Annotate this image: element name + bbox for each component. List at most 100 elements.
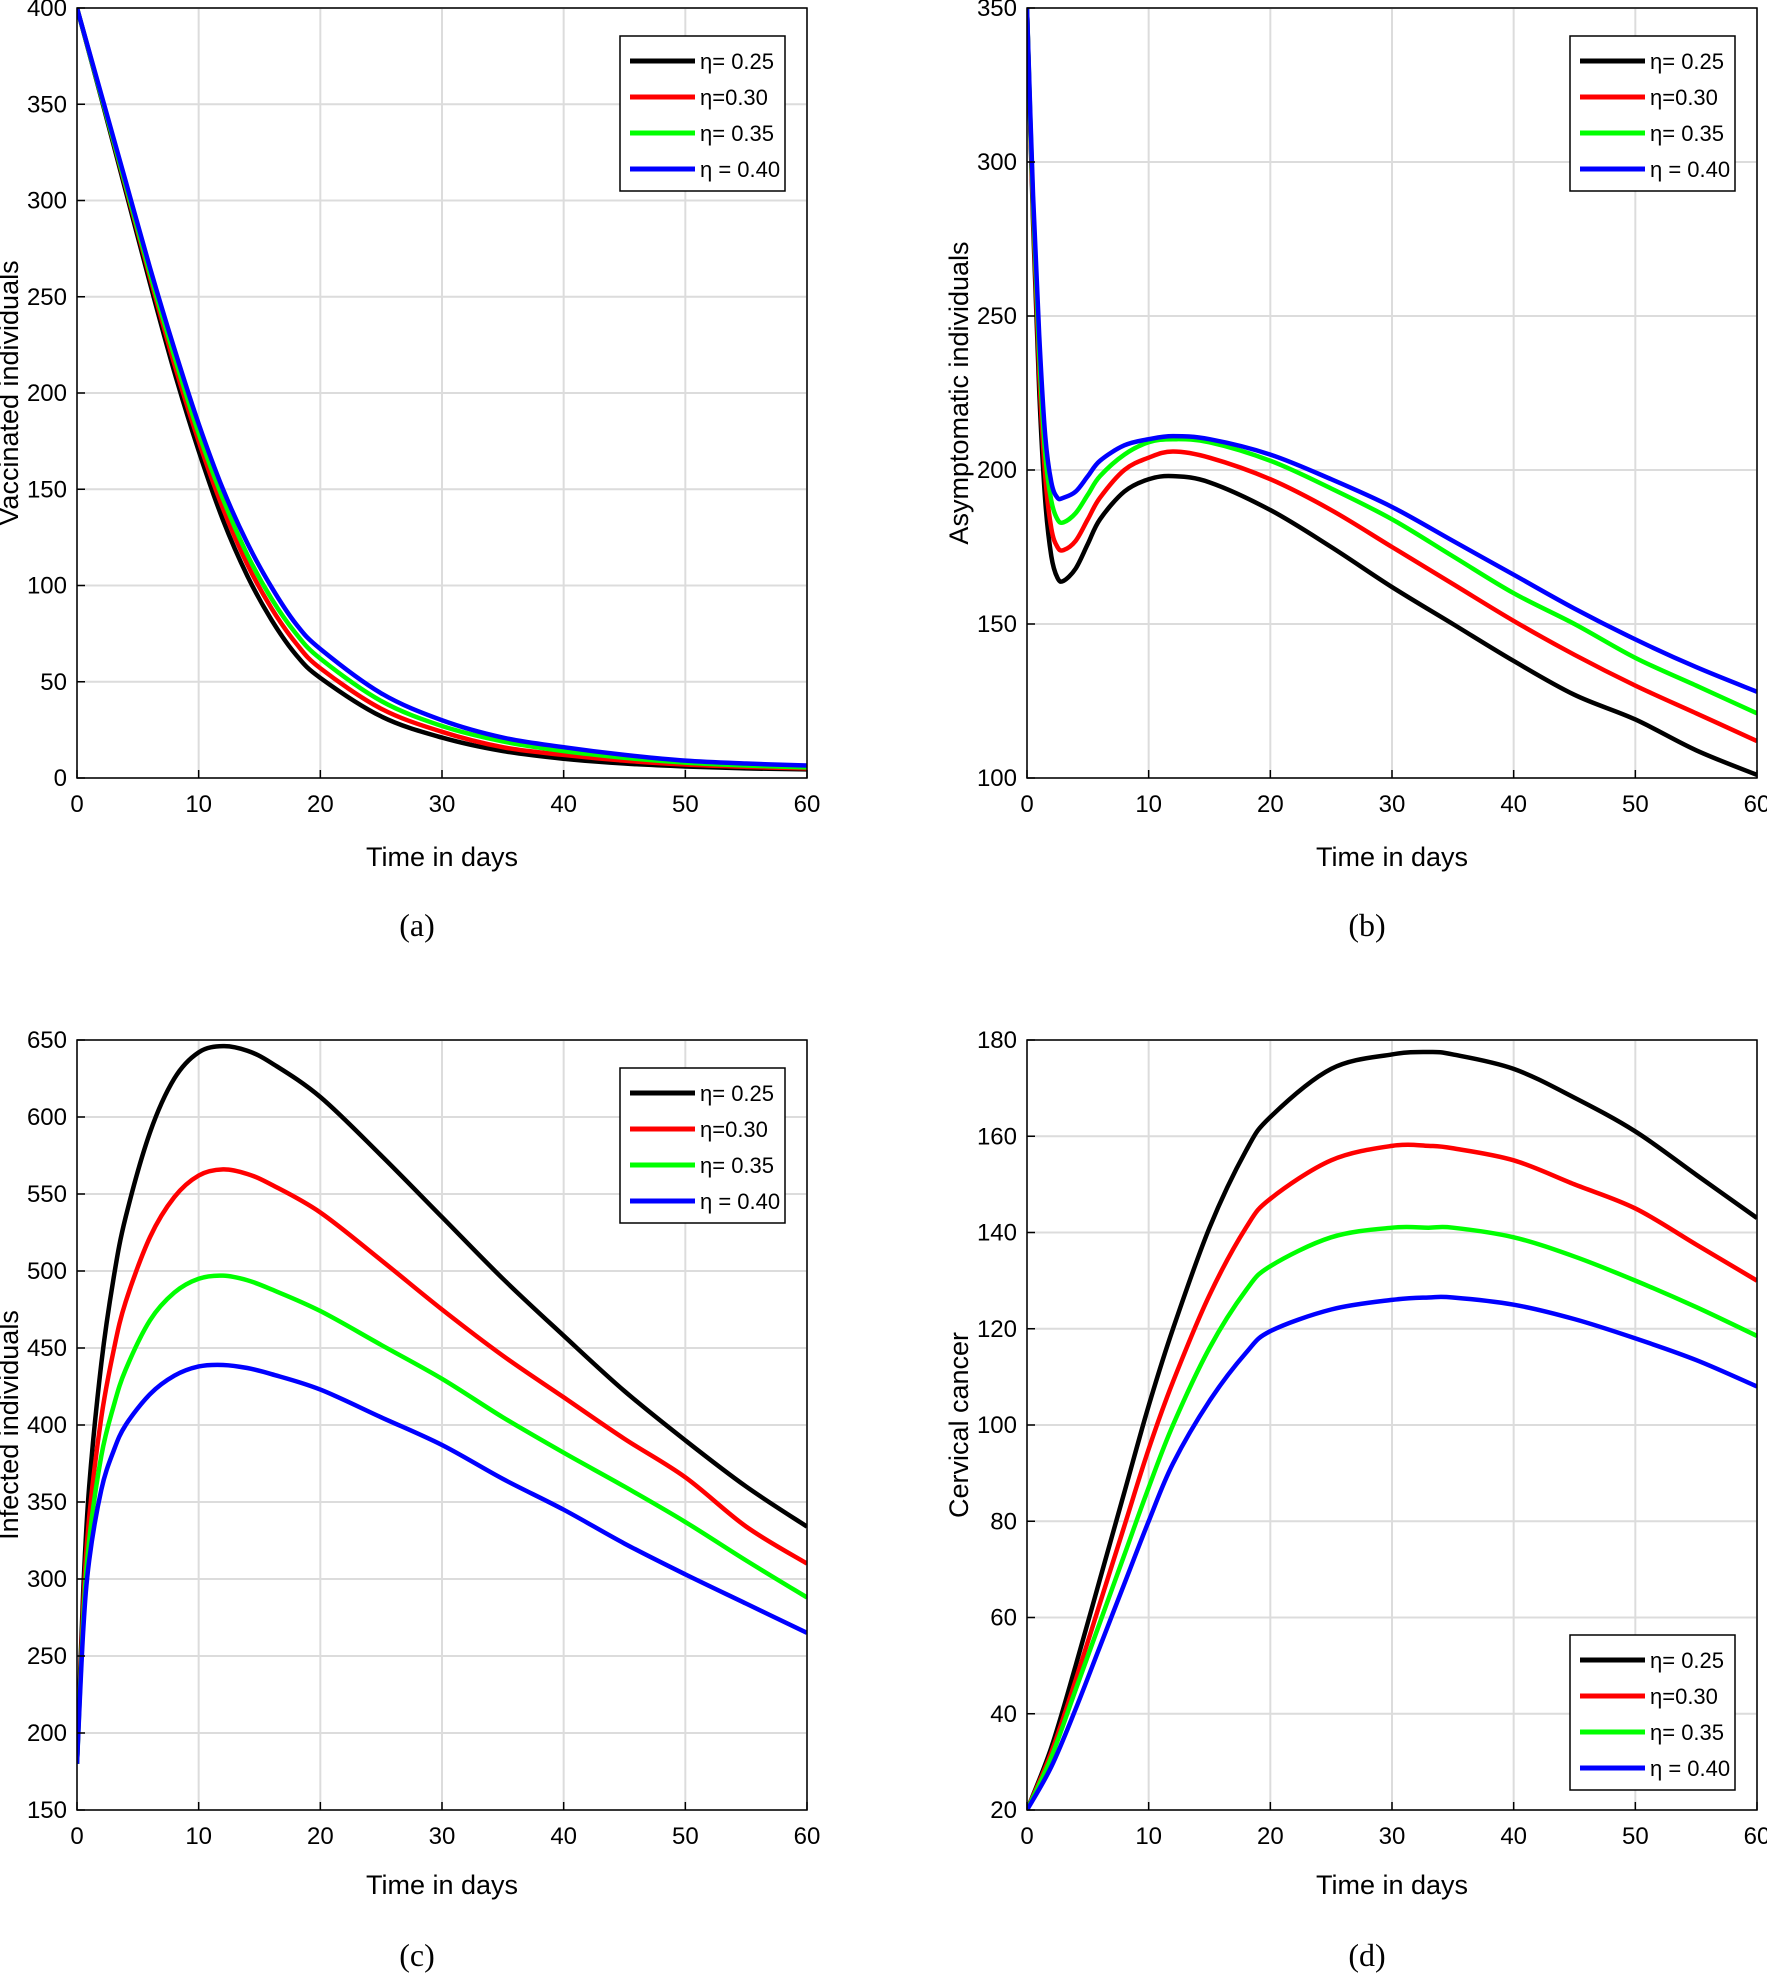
x-tick-label: 30 bbox=[1379, 1823, 1406, 1850]
x-tick-label: 10 bbox=[1135, 791, 1162, 818]
y-tick-label: 150 bbox=[27, 1797, 67, 1824]
y-tick-label: 150 bbox=[27, 476, 67, 503]
legend-label: η= 0.35 bbox=[1650, 1720, 1724, 1745]
legend-label: η=0.30 bbox=[700, 85, 768, 110]
x-tick-label: 50 bbox=[672, 791, 699, 818]
y-tick-label: 20 bbox=[990, 1797, 1017, 1824]
y-tick-label: 500 bbox=[27, 1258, 67, 1285]
x-tick-label: 50 bbox=[672, 1823, 699, 1850]
legend-label: η = 0.40 bbox=[1650, 157, 1730, 182]
y-tick-label: 50 bbox=[40, 669, 67, 696]
legend-label: η= 0.35 bbox=[700, 1153, 774, 1178]
y-tick-label: 600 bbox=[27, 1104, 67, 1131]
panel-d-caption: (d) bbox=[1348, 1937, 1385, 1973]
panel-c-xlabel: Time in days bbox=[366, 1870, 518, 1900]
y-tick-label: 140 bbox=[977, 1220, 1017, 1247]
series-lines bbox=[1027, 1049, 1757, 1810]
y-tick-label: 300 bbox=[977, 149, 1017, 176]
y-tick-label: 300 bbox=[27, 1566, 67, 1593]
y-tick-label: 650 bbox=[27, 1027, 67, 1054]
legend-label: η=0.30 bbox=[1650, 1684, 1718, 1709]
series-line-2 bbox=[77, 1167, 807, 1764]
x-tick-label: 60 bbox=[1744, 1823, 1767, 1850]
x-tick-label: 50 bbox=[1622, 791, 1649, 818]
y-tick-label: 100 bbox=[977, 765, 1017, 792]
x-tick-label: 20 bbox=[1257, 791, 1284, 818]
series-lines bbox=[77, 8, 807, 772]
series-line-4 bbox=[1027, 8, 1757, 694]
y-tick-label: 180 bbox=[977, 1027, 1017, 1054]
y-tick-label: 160 bbox=[977, 1123, 1017, 1150]
legend-label: η= 0.35 bbox=[700, 121, 774, 146]
x-tick-label: 60 bbox=[1744, 791, 1767, 818]
series-line-3 bbox=[1027, 1224, 1757, 1810]
legend-label: η = 0.40 bbox=[700, 1189, 780, 1214]
series-lines bbox=[1027, 8, 1757, 778]
panel-c: 0 10 20 30 40 50 60 150 200 250 300 350 400 450 500 550… bbox=[0, 1027, 820, 1973]
x-tick-label: 40 bbox=[1500, 791, 1527, 818]
x-tick-label: 0 bbox=[1020, 1823, 1033, 1850]
legend-label: η = 0.40 bbox=[1650, 1756, 1730, 1781]
x-tick-label: 40 bbox=[550, 1823, 577, 1850]
y-tick-label: 120 bbox=[977, 1316, 1017, 1343]
y-tick-label: 80 bbox=[990, 1508, 1017, 1535]
x-tick-label: 40 bbox=[550, 791, 577, 818]
x-tick-label: 20 bbox=[307, 1823, 334, 1850]
panel-a: 0 10 20 30 40 50 60 0 50 100 150 200 250 300 350 400 η= … bbox=[0, 0, 820, 943]
y-tick-label: 450 bbox=[27, 1335, 67, 1362]
panel-d-ylabel: Cervical cancer bbox=[944, 1332, 974, 1518]
panel-b-xlabel: Time in days bbox=[1316, 842, 1468, 872]
x-tick-label: 40 bbox=[1500, 1823, 1527, 1850]
legend: η= 0.25 η=0.30 η= 0.35 η = 0.40 bbox=[619, 35, 786, 192]
x-tick-label: 20 bbox=[307, 791, 334, 818]
series-lines bbox=[77, 1043, 807, 1764]
panel-a-caption: (a) bbox=[399, 907, 435, 943]
x-tick-label: 10 bbox=[185, 1823, 212, 1850]
y-tick-label: 250 bbox=[27, 284, 67, 311]
x-tick-label: 30 bbox=[429, 1823, 456, 1850]
y-tick-label: 250 bbox=[977, 303, 1017, 330]
legend: η= 0.25 η=0.30 η= 0.35 η = 0.40 bbox=[1569, 35, 1736, 192]
panel-d-xlabel: Time in days bbox=[1316, 1870, 1468, 1900]
panel-a-ylabel: Vaccinated individuals bbox=[0, 260, 24, 525]
panel-b-ylabel: Asymptomatic individuals bbox=[944, 241, 974, 544]
legend: η= 0.25 η=0.30 η= 0.35 η = 0.40 bbox=[1569, 1634, 1736, 1791]
panel-d-plot: 0 10 20 30 40 50 60 20 40 60 80 100 120 140 160 180 η= 0… bbox=[977, 1027, 1767, 1850]
panel-c-caption: (c) bbox=[399, 1937, 435, 1973]
x-tick-label: 0 bbox=[70, 1823, 83, 1850]
legend-label: η= 0.25 bbox=[1650, 49, 1724, 74]
panel-a-plot: 0 10 20 30 40 50 60 0 50 100 150 200 250 300 350 400 η= … bbox=[27, 0, 820, 818]
panel-b-caption: (b) bbox=[1348, 907, 1385, 943]
series-line-3 bbox=[77, 1273, 807, 1764]
series-line-1 bbox=[1027, 1049, 1757, 1810]
series-line-4 bbox=[77, 8, 807, 768]
series-line-4 bbox=[77, 1362, 807, 1764]
x-tick-label: 30 bbox=[1379, 791, 1406, 818]
y-tick-label: 200 bbox=[27, 380, 67, 407]
x-tick-label: 10 bbox=[1135, 1823, 1162, 1850]
legend-label: η=0.30 bbox=[700, 1117, 768, 1142]
x-tick-label: 20 bbox=[1257, 1823, 1284, 1850]
panel-c-ylabel: Infected individuals bbox=[0, 1310, 24, 1540]
y-tick-label: 350 bbox=[27, 91, 67, 118]
y-tick-label: 350 bbox=[977, 0, 1017, 22]
y-tick-label: 400 bbox=[27, 0, 67, 22]
y-tick-label: 400 bbox=[27, 1412, 67, 1439]
y-tick-label: 300 bbox=[27, 188, 67, 215]
legend: η= 0.25 η=0.30 η= 0.35 η = 0.40 bbox=[619, 1067, 786, 1224]
y-tick-label: 0 bbox=[54, 765, 67, 792]
x-tick-label: 0 bbox=[1020, 791, 1033, 818]
y-tick-label: 100 bbox=[27, 573, 67, 600]
y-tick-label: 200 bbox=[27, 1720, 67, 1747]
legend-label: η=0.30 bbox=[1650, 85, 1718, 110]
x-tick-label: 30 bbox=[429, 791, 456, 818]
legend-label: η= 0.25 bbox=[1650, 1648, 1724, 1673]
series-line-2 bbox=[1027, 1142, 1757, 1810]
y-tick-label: 250 bbox=[27, 1643, 67, 1670]
legend-label: η = 0.40 bbox=[700, 157, 780, 182]
x-tick-label: 50 bbox=[1622, 1823, 1649, 1850]
